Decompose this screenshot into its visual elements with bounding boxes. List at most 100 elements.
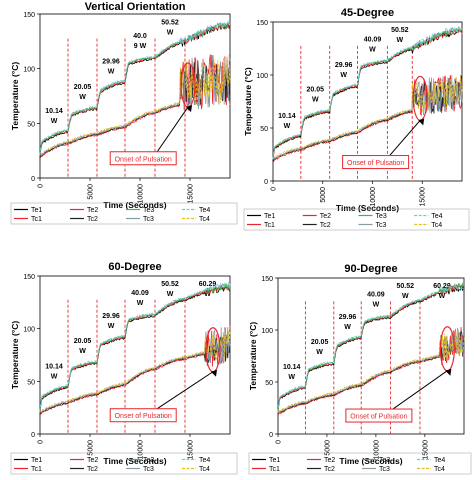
power-label: 20.05 — [74, 338, 92, 345]
legend-label-Tc4: Tc4 — [199, 216, 210, 223]
power-label: 29.96 — [102, 313, 120, 320]
y-tick-label: 100 — [23, 327, 35, 334]
onset-arrow — [389, 119, 421, 156]
power-label: W — [373, 302, 380, 309]
y-tick-label: 50 — [27, 379, 35, 386]
chart-title: Vertical Orientation — [85, 1, 186, 13]
legend-label-Tc1: Tc1 — [31, 466, 42, 473]
x-tick-label: 10000 — [370, 187, 377, 207]
x-axis-label: Time (Seconds) — [339, 456, 402, 466]
legend-label-Te1: Te1 — [31, 457, 42, 464]
onset-label: Onset of Pulsation — [115, 156, 172, 163]
y-axis-label: Temperature (°C) — [10, 62, 20, 131]
legend-label-Te1: Te1 — [31, 207, 42, 214]
series-Te2 — [277, 283, 465, 414]
chart-panel-1: Vertical Orientation 0 50 100 150 0 5000 10000 1… — [10, 1, 238, 225]
onset-arrow — [156, 106, 189, 153]
series-Te4 — [277, 282, 465, 412]
power-label: 10.14 — [45, 108, 63, 115]
legend-label-Tc3: Tc3 — [376, 222, 387, 229]
legend-label-Te4: Te4 — [431, 213, 442, 220]
y-tick-label: 100 — [256, 73, 268, 80]
onset-label: Onset of Pulsation — [350, 414, 407, 421]
legend-label-Tc2: Tc2 — [320, 222, 331, 229]
x-tick-label: 10000 — [138, 184, 145, 204]
onset-arrow — [392, 370, 448, 410]
power-label: W — [397, 37, 404, 44]
legend-label-Te3: Te3 — [143, 207, 154, 214]
x-tick-label: 0 — [38, 440, 45, 444]
power-label: W — [369, 46, 376, 53]
power-label: 40.09 — [364, 36, 382, 43]
legend-label-Tc4: Tc4 — [431, 222, 442, 229]
y-tick-label: 0 — [269, 432, 273, 439]
x-tick-label: 5000 — [88, 440, 95, 456]
y-tick-label: 0 — [31, 176, 35, 183]
legend-label-Te4: Te4 — [199, 457, 210, 464]
y-tick-label: 50 — [265, 380, 273, 387]
y-tick-label: 150 — [23, 274, 35, 281]
onset-box — [342, 155, 410, 170]
legend-box — [248, 452, 472, 475]
power-label: 10.14 — [278, 113, 296, 120]
power-label: W — [312, 97, 319, 104]
x-tick-label: 5000 — [88, 184, 95, 200]
series-Te3 — [277, 282, 465, 413]
power-label: 10.14 — [283, 364, 301, 371]
x-tick-label: 10000 — [138, 440, 145, 460]
power-label: W — [439, 293, 446, 300]
power-label: 9 W — [134, 43, 147, 50]
power-label: W — [340, 72, 347, 79]
y-tick-label: 50 — [27, 121, 35, 128]
power-label: W — [316, 349, 323, 356]
onset-arrow-head — [418, 118, 425, 126]
chart-title: 45-Degree — [341, 7, 394, 19]
y-axis-label: Temperature (°C) — [248, 322, 258, 391]
power-label: W — [108, 68, 115, 75]
power-label: 20.05 — [307, 87, 325, 94]
power-label: 40.0 — [133, 33, 147, 40]
power-label: W — [137, 300, 144, 307]
onset-label: Onset of Pulsation — [115, 413, 172, 420]
power-label: 60.29 — [433, 283, 451, 290]
chart-panel-4: 90-Degree 0 50 100 150 0 5000 10000 15000 Time (S… — [248, 263, 472, 475]
chart-panel-2: 45-Degree 0 50 100 150 0 5000 10000 15000 Time (S… — [243, 7, 470, 231]
power-label: 40.09 — [367, 292, 385, 299]
legend-box — [10, 202, 238, 225]
legend-label-Tc2: Tc2 — [324, 466, 335, 473]
x-tick-label: 15000 — [188, 184, 195, 204]
legend-label-Te4: Te4 — [199, 207, 210, 214]
power-label: 10.14 — [45, 364, 63, 371]
legend: Te1 Te2 Te3 Te4 Tc1 Tc2 Tc3 Tc4 — [10, 452, 238, 475]
x-tick-label: 5000 — [324, 440, 331, 456]
power-label: W — [402, 293, 409, 300]
series-Tc2 — [39, 330, 231, 414]
x-axis-label: Time (Seconds) — [103, 456, 166, 466]
series-Te2 — [272, 27, 463, 160]
legend-label-Te4: Te4 — [434, 457, 445, 464]
power-label: W — [344, 324, 351, 331]
onset-box — [109, 408, 177, 423]
power-label: W — [167, 30, 174, 37]
legend-label-Tc3: Tc3 — [143, 466, 154, 473]
y-tick-label: 0 — [264, 179, 268, 186]
x-tick-label: 15000 — [422, 440, 429, 460]
x-axis-label: Time (Seconds) — [336, 203, 399, 213]
onset-arrow — [156, 371, 214, 410]
legend-label-Te2: Te2 — [324, 457, 335, 464]
x-tick-label: 15000 — [188, 440, 195, 460]
series-Te4 — [39, 281, 231, 412]
y-tick-label: 150 — [23, 12, 35, 19]
power-label: 29.96 — [335, 62, 353, 69]
chart-title: 90-Degree — [344, 263, 397, 275]
series-Te4 — [272, 26, 463, 160]
legend-label-Te1: Te1 — [269, 457, 280, 464]
legend-label-Tc1: Tc1 — [31, 216, 42, 223]
power-label: W — [284, 123, 291, 130]
onset-label: Onset of Pulsation — [347, 160, 404, 167]
x-tick-label: 0 — [271, 187, 278, 191]
y-tick-label: 100 — [261, 328, 273, 335]
onset-arrow-head — [445, 368, 452, 376]
x-tick-label: 10000 — [373, 440, 380, 460]
